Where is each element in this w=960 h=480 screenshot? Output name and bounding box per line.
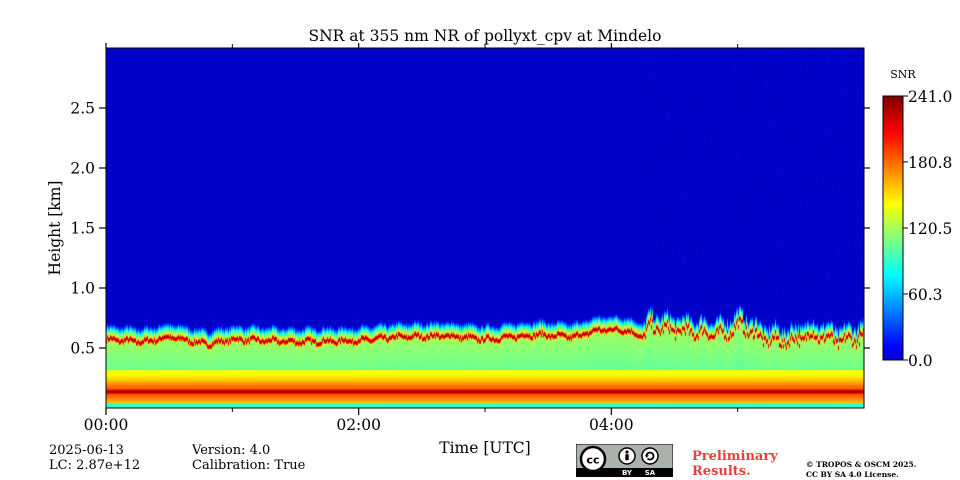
colorbar-tick-label: 241.0 [908, 88, 952, 106]
colorbar-tick-label: 180.8 [908, 154, 952, 172]
x-tick-label: 02:00 [336, 416, 381, 434]
colorbar-label: SNR [890, 68, 916, 81]
svg-text:SA: SA [645, 469, 656, 477]
calibration-text: Calibration: True [192, 458, 306, 473]
colorbar [883, 96, 903, 360]
x-tick-label: 00:00 [84, 416, 129, 434]
y-tick-label: 1.5 [70, 220, 95, 238]
date-text: 2025-06-13 [49, 443, 124, 458]
colorbar-tick-label: 120.5 [908, 220, 952, 238]
copyright-line1: © TROPOS & OSCM 2025. [806, 460, 917, 469]
chart-title: SNR at 355 nm NR of pollyxt_cpv at Minde… [309, 27, 662, 45]
info-right: Version: 4.0 Calibration: True [192, 443, 305, 473]
preliminary-notice: Preliminary Results. [692, 449, 778, 479]
x-axis: 00:00 02:00 04:00 [84, 43, 739, 434]
copyright-notice: © TROPOS & OSCM 2025. CC BY SA 4.0 Licen… [806, 460, 916, 480]
svg-text:cc: cc [586, 454, 599, 467]
copyright-line2: CC BY SA 4.0 License. [806, 470, 899, 479]
cc-icon [579, 445, 607, 473]
cc-by-sa-badge: cc BY SA [576, 444, 673, 477]
colorbar-tick-label: 0.0 [908, 352, 933, 370]
y-tick-label: 0.5 [70, 340, 95, 358]
y-tick-label: 1.0 [70, 280, 95, 298]
sa-share-icon [641, 447, 659, 465]
version-text: Version: 4.0 [192, 443, 271, 458]
preliminary-line1: Preliminary [692, 449, 778, 464]
info-left: 2025-06-13 LC: 2.87e+12 [49, 443, 140, 473]
lc-text: LC: 2.87e+12 [49, 458, 141, 473]
x-axis-label: Time [UTC] [439, 439, 530, 457]
preliminary-line2: Results. [692, 464, 751, 479]
svg-text:BY: BY [622, 469, 633, 477]
y-tick-label: 2.0 [70, 160, 95, 178]
y-axis: 0.5 1.0 1.5 2.0 2.5 [70, 100, 870, 358]
colorbar-ticks: 0.0 60.3 120.5 180.8 241.0 [903, 88, 952, 370]
y-axis-label: Height [km] [46, 181, 64, 276]
heatmap-plot-area [106, 48, 864, 408]
x-tick-label: 04:00 [589, 416, 634, 434]
colorbar-tick-label: 60.3 [908, 286, 943, 304]
y-tick-label: 2.5 [70, 100, 95, 118]
